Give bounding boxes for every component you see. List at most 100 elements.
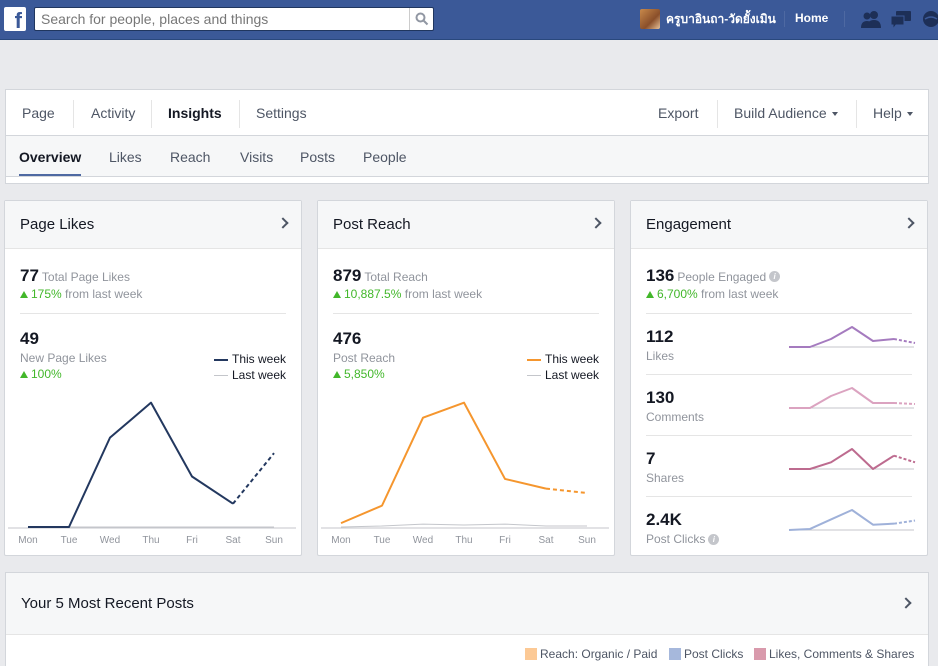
series-this-week <box>340 401 547 525</box>
page-likes-card: Page Likes 77 Total Page Likes 175% from … <box>4 200 302 556</box>
total-label: Total Page Likes <box>41 270 130 284</box>
chevron-right-icon[interactable] <box>590 217 602 229</box>
friend-requests-icon[interactable] <box>860 10 882 28</box>
trend-value: 10,887.5% <box>344 287 402 301</box>
total-trend: 6,700% from last week <box>646 287 778 301</box>
engagement-header[interactable]: Engagement <box>631 201 927 249</box>
people-engaged: 136 People Engaged i <box>646 266 781 286</box>
legend-label: Last week <box>545 368 600 382</box>
search-icon <box>415 12 428 26</box>
total-value: 879 <box>333 266 362 285</box>
avatar <box>640 9 660 29</box>
card-title: Post Reach <box>333 216 411 233</box>
engagement-card: Engagement 136 People Engaged i 6,700% fro… <box>630 200 928 556</box>
post-reach-value: 476 <box>333 329 362 348</box>
post-clicks-sparkline-series <box>788 509 895 531</box>
insights-sub-nav: Overview Likes Reach Visits Posts People <box>5 135 929 177</box>
engagement-label: Likes <box>646 349 675 363</box>
tab-visits[interactable]: Visits <box>240 149 274 165</box>
nav-page[interactable]: Page <box>22 105 55 121</box>
legend-last-week: Last week <box>527 368 599 382</box>
legend-swatch <box>527 358 541 361</box>
legend-label: This week <box>232 352 287 366</box>
post-clicks-sparkline-projection <box>893 519 916 525</box>
total-reach: 879 Total Reach <box>333 266 428 286</box>
total-value: 77 <box>20 266 39 285</box>
legend-label: This week <box>545 352 600 366</box>
comments-sparkline <box>789 387 916 409</box>
x-tick-label: Fri <box>186 535 198 546</box>
chevron-right-icon[interactable] <box>277 217 289 229</box>
x-tick-label: Thu <box>455 535 472 546</box>
search-button[interactable] <box>409 8 433 30</box>
tab-overview[interactable]: Overview <box>19 136 82 177</box>
x-tick-label: Sun <box>578 535 596 546</box>
caret-down-icon <box>906 112 913 117</box>
engagement-label: Shares <box>646 471 685 485</box>
new-page-likes-label: New Page Likes <box>20 351 107 365</box>
search-box <box>34 7 434 31</box>
sub-nav-footer <box>5 176 929 184</box>
notifications-icon[interactable] <box>922 10 938 28</box>
page-likes-chart: Mon Tue Wed Thu Fri Sat Sun <box>8 401 296 546</box>
tab-likes[interactable]: Likes <box>109 149 142 165</box>
comments-sparkline-series <box>789 387 894 409</box>
home-link[interactable]: Home <box>795 11 829 25</box>
x-tick-label: Mon <box>18 535 37 546</box>
export-button[interactable]: Export <box>658 105 699 121</box>
recent-posts-title: Your 5 Most Recent Posts <box>21 595 194 612</box>
x-tick-label: Fri <box>499 535 511 546</box>
recent-posts-header[interactable]: Your 5 Most Recent Posts <box>6 573 928 635</box>
tab-posts[interactable]: Posts <box>300 149 336 165</box>
trend-value: 6,700% <box>657 287 698 301</box>
card-title: Engagement <box>646 216 732 233</box>
engagement-label: Post Clicks i <box>646 532 720 546</box>
tab-people[interactable]: People <box>363 149 407 165</box>
help-button[interactable]: Help <box>873 90 913 136</box>
divider <box>646 496 912 497</box>
divider <box>646 313 912 314</box>
page-nav: Page Activity Insights Settings Export B… <box>5 89 929 135</box>
messages-icon[interactable] <box>890 10 912 31</box>
comments-sparkline-projection <box>893 402 916 405</box>
series-this-week-projection <box>232 452 275 505</box>
tab-reach[interactable]: Reach <box>170 149 211 165</box>
recent-posts-section: Your 5 Most Recent Posts Reach: Organic … <box>5 572 929 666</box>
likes-sparkline <box>789 326 916 348</box>
page-likes-header[interactable]: Page Likes <box>5 201 301 249</box>
post-reach-chart: Mon Tue Wed Thu Fri Sat Sun <box>321 401 609 546</box>
total-label: Total Reach <box>364 270 428 284</box>
info-icon[interactable]: i <box>708 534 720 546</box>
trend-text: from last week <box>65 287 143 301</box>
nav-activity[interactable]: Activity <box>91 105 136 121</box>
legend-label: Last week <box>232 368 287 382</box>
search-input[interactable] <box>35 8 405 30</box>
legend-swatch <box>754 648 766 660</box>
profile-name: ครูบาอินถา-วัดยั้งเมิน <box>666 11 776 26</box>
legend-last-week: Last week <box>214 368 286 382</box>
total-page-likes: 77 Total Page Likes <box>20 266 130 286</box>
chevron-right-icon[interactable] <box>900 597 912 609</box>
post-clicks-sparkline <box>788 509 916 531</box>
facebook-logo-icon[interactable]: f <box>4 7 26 33</box>
divider <box>20 313 286 314</box>
info-icon[interactable]: i <box>769 271 781 283</box>
build-audience-button[interactable]: Build Audience <box>734 90 838 136</box>
divider <box>333 313 599 314</box>
divider <box>784 11 785 27</box>
divider <box>717 100 718 128</box>
nav-insights[interactable]: Insights <box>168 105 222 121</box>
profile-link[interactable]: ครูบาอินถา-วัดยั้งเมิน <box>640 8 776 30</box>
post-reach-header[interactable]: Post Reach <box>318 201 614 249</box>
new-trend: 5,850% <box>333 367 385 381</box>
engagement-value: 130 <box>646 388 675 407</box>
legend-swatch <box>214 375 228 377</box>
total-label: People Engaged <box>677 270 767 284</box>
total-trend: 175% from last week <box>20 287 142 301</box>
series-last-week <box>340 523 587 528</box>
trend-value: 5,850% <box>344 367 385 381</box>
x-tick-label: Wed <box>413 535 433 546</box>
post-reach-card: Post Reach 879 Total Reach 10,887.5% from… <box>317 200 615 556</box>
chevron-right-icon[interactable] <box>903 217 915 229</box>
nav-settings[interactable]: Settings <box>256 105 307 121</box>
